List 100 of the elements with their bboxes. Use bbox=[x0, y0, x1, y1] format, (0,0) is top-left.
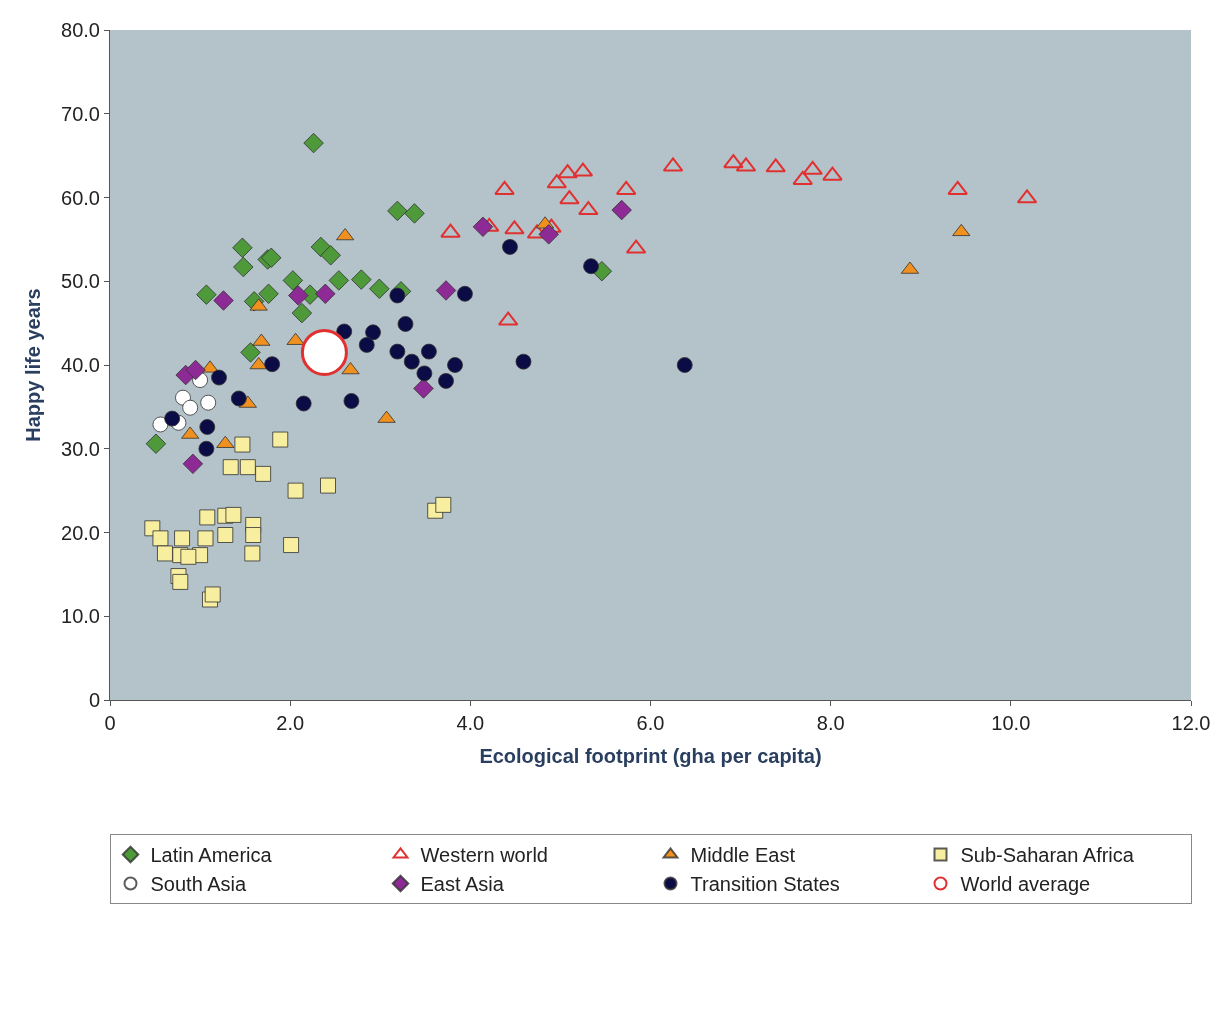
y-tick-label: 40.0 bbox=[61, 354, 100, 376]
point bbox=[351, 269, 372, 290]
legend-label: Western world bbox=[420, 844, 548, 867]
point bbox=[288, 285, 309, 306]
point bbox=[239, 459, 256, 476]
point bbox=[557, 164, 578, 179]
point bbox=[723, 154, 744, 169]
x-tick-label: 4.0 bbox=[456, 712, 485, 734]
point bbox=[952, 223, 971, 237]
point bbox=[343, 393, 360, 409]
y-tick-label: 0 bbox=[88, 689, 100, 711]
y-tick-label: 70.0 bbox=[61, 102, 100, 125]
point bbox=[283, 537, 300, 554]
point bbox=[397, 315, 414, 332]
point bbox=[320, 477, 336, 494]
point bbox=[387, 200, 408, 222]
point bbox=[369, 278, 390, 300]
legend-label: World average bbox=[960, 873, 1091, 896]
legend-label: Middle East bbox=[690, 844, 796, 867]
point bbox=[152, 416, 169, 433]
point bbox=[413, 378, 434, 399]
point bbox=[232, 237, 253, 258]
point bbox=[328, 270, 350, 291]
point bbox=[156, 545, 173, 562]
point bbox=[197, 530, 214, 547]
y-axis-title: Happy life years bbox=[21, 288, 44, 442]
point bbox=[583, 258, 600, 275]
legend-label: East Asia bbox=[420, 873, 505, 896]
point bbox=[258, 283, 279, 305]
point bbox=[300, 328, 348, 376]
point bbox=[182, 453, 204, 475]
point bbox=[947, 180, 968, 195]
point bbox=[234, 436, 251, 453]
point bbox=[456, 285, 473, 302]
point bbox=[501, 238, 518, 255]
point bbox=[213, 290, 234, 311]
point bbox=[244, 545, 261, 562]
point bbox=[199, 509, 216, 526]
x-tick-label: 8.0 bbox=[816, 712, 845, 734]
point bbox=[792, 170, 813, 185]
point bbox=[494, 180, 515, 195]
point bbox=[320, 245, 341, 266]
point bbox=[222, 459, 239, 476]
y-tick-label: 80.0 bbox=[61, 19, 100, 41]
legend-label: South Asia bbox=[150, 873, 247, 896]
point bbox=[404, 203, 425, 224]
point bbox=[180, 548, 197, 565]
point bbox=[365, 324, 382, 341]
point bbox=[504, 220, 525, 235]
point bbox=[389, 343, 406, 360]
y-tick-label: 30.0 bbox=[61, 437, 100, 460]
point bbox=[245, 527, 262, 544]
point bbox=[291, 302, 313, 324]
point bbox=[559, 190, 580, 205]
point bbox=[358, 336, 375, 353]
legend-label: Latin America bbox=[150, 844, 273, 867]
point bbox=[822, 166, 843, 181]
point bbox=[435, 280, 457, 301]
point bbox=[272, 431, 289, 448]
x-tick-label: 2.0 bbox=[276, 712, 305, 734]
point bbox=[172, 573, 189, 590]
point bbox=[145, 433, 167, 454]
point bbox=[152, 530, 169, 547]
point bbox=[200, 394, 217, 411]
point bbox=[217, 527, 234, 544]
point bbox=[438, 372, 455, 389]
x-tick-label: 0 bbox=[104, 712, 116, 734]
point bbox=[611, 199, 632, 221]
point bbox=[676, 357, 693, 373]
point bbox=[420, 343, 437, 360]
point bbox=[435, 496, 452, 513]
point bbox=[440, 223, 461, 238]
legend-label: Transition States bbox=[690, 873, 840, 896]
point bbox=[802, 160, 823, 175]
point bbox=[204, 586, 221, 603]
point bbox=[264, 356, 281, 373]
point bbox=[182, 399, 199, 416]
point bbox=[211, 369, 227, 386]
point bbox=[185, 359, 206, 381]
point bbox=[287, 482, 304, 499]
point bbox=[336, 323, 353, 340]
y-tick-label: 60.0 bbox=[61, 186, 100, 209]
point bbox=[174, 530, 191, 547]
point bbox=[240, 342, 261, 363]
point bbox=[199, 418, 216, 435]
x-tick-label: 6.0 bbox=[636, 712, 665, 734]
point bbox=[303, 132, 324, 154]
point bbox=[472, 216, 494, 238]
point bbox=[578, 201, 599, 216]
x-axis-title: Ecological footprint (gha per capita) bbox=[479, 744, 822, 767]
point bbox=[196, 284, 217, 305]
point bbox=[255, 465, 272, 482]
point bbox=[447, 357, 464, 373]
point bbox=[164, 410, 181, 427]
point bbox=[538, 224, 559, 245]
point bbox=[282, 270, 304, 291]
point bbox=[198, 440, 215, 457]
y-tick-label: 20.0 bbox=[61, 521, 100, 544]
x-tick-label: 10.0 bbox=[991, 712, 1031, 734]
y-tick-label: 50.0 bbox=[61, 270, 100, 293]
